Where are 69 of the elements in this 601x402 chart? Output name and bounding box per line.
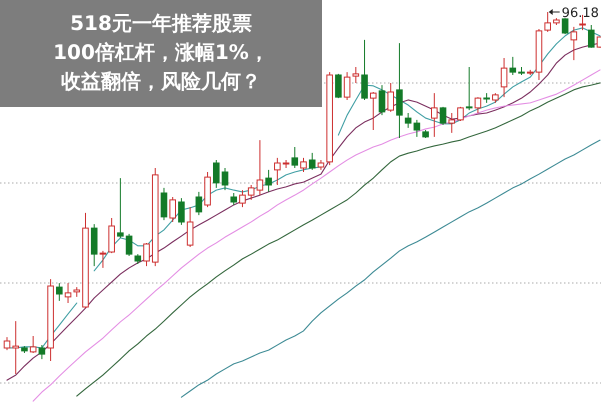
candlestick — [282, 160, 290, 169]
candlestick — [326, 72, 333, 166]
candlestick — [300, 157, 307, 172]
candlestick — [448, 112, 456, 134]
candlestick — [47, 278, 54, 362]
candlestick — [526, 69, 534, 76]
candlestick — [56, 282, 63, 302]
candlestick — [178, 198, 185, 226]
candlestick — [212, 160, 220, 188]
candlestick — [222, 168, 228, 191]
candlestick — [562, 18, 568, 35]
candlestick — [169, 196, 176, 222]
candlestick — [143, 242, 150, 267]
candlestick — [518, 66, 525, 76]
candlestick — [378, 84, 386, 116]
candlestick — [291, 146, 298, 169]
candlestick — [38, 344, 46, 360]
candlestick — [344, 72, 350, 100]
candlestick — [196, 191, 202, 216]
candlestick — [117, 178, 124, 238]
text: 518元一年推荐股票 100倍杠杆，涨幅1%，收益翻倍，风险几何？ — [53, 11, 269, 93]
candlestick — [370, 92, 377, 131]
annotation: 96.18 — [562, 6, 599, 21]
candlestick — [152, 168, 159, 267]
candlestick — [396, 42, 403, 138]
candlestick — [361, 39, 368, 100]
candlestick — [4, 336, 10, 351]
candlestick — [414, 119, 420, 138]
candlestick — [474, 96, 482, 114]
candlestick — [387, 82, 394, 112]
candlestick — [21, 346, 28, 354]
candlestick — [483, 92, 490, 104]
candlestick — [570, 26, 578, 61]
candlestick — [352, 66, 360, 84]
candlestick — [12, 320, 20, 374]
candlestick — [422, 130, 429, 138]
candlestick — [90, 224, 98, 267]
candlestick — [248, 184, 254, 200]
candlestick — [73, 286, 80, 298]
candlestick — [256, 140, 264, 196]
candlestick — [186, 206, 194, 248]
candlestick — [404, 112, 412, 128]
candlestick — [160, 187, 168, 221]
candlestick — [536, 28, 542, 81]
candlestick — [230, 192, 238, 206]
candlestick — [588, 24, 595, 48]
candlestick — [64, 282, 72, 304]
candlestick — [134, 254, 142, 264]
candlestick — [82, 212, 89, 309]
candlestick — [100, 250, 106, 268]
candlestick — [509, 56, 516, 76]
candlestick — [431, 92, 438, 138]
candlestick — [466, 66, 472, 111]
candlestick — [553, 18, 560, 26]
candlestick — [108, 217, 115, 254]
candlestick — [318, 160, 324, 170]
candlestick — [265, 169, 272, 192]
candlestick — [308, 152, 316, 170]
candlestick — [457, 106, 464, 122]
candlestick — [500, 57, 508, 98]
candlestick — [239, 190, 246, 208]
candlestick — [126, 233, 132, 256]
candlestick — [204, 172, 211, 208]
candlestick — [30, 335, 36, 354]
candlestick — [335, 73, 342, 99]
candlestick — [274, 157, 281, 186]
candlestick — [544, 12, 551, 32]
candlestick — [492, 92, 499, 104]
candlestick — [440, 106, 446, 126]
